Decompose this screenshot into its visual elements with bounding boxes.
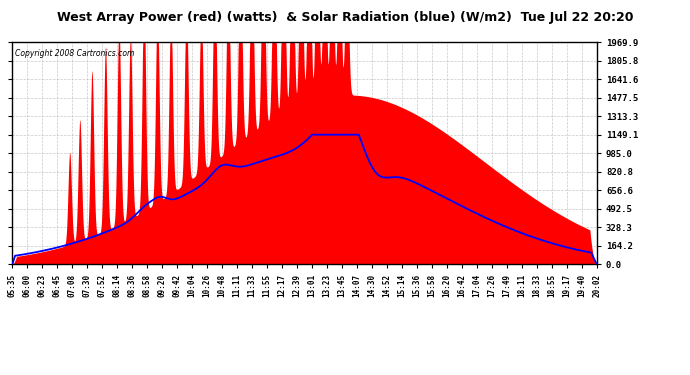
- Text: West Array Power (red) (watts)  & Solar Radiation (blue) (W/m2)  Tue Jul 22 20:2: West Array Power (red) (watts) & Solar R…: [57, 11, 633, 24]
- Text: Copyright 2008 Cartronics.com: Copyright 2008 Cartronics.com: [15, 49, 135, 58]
